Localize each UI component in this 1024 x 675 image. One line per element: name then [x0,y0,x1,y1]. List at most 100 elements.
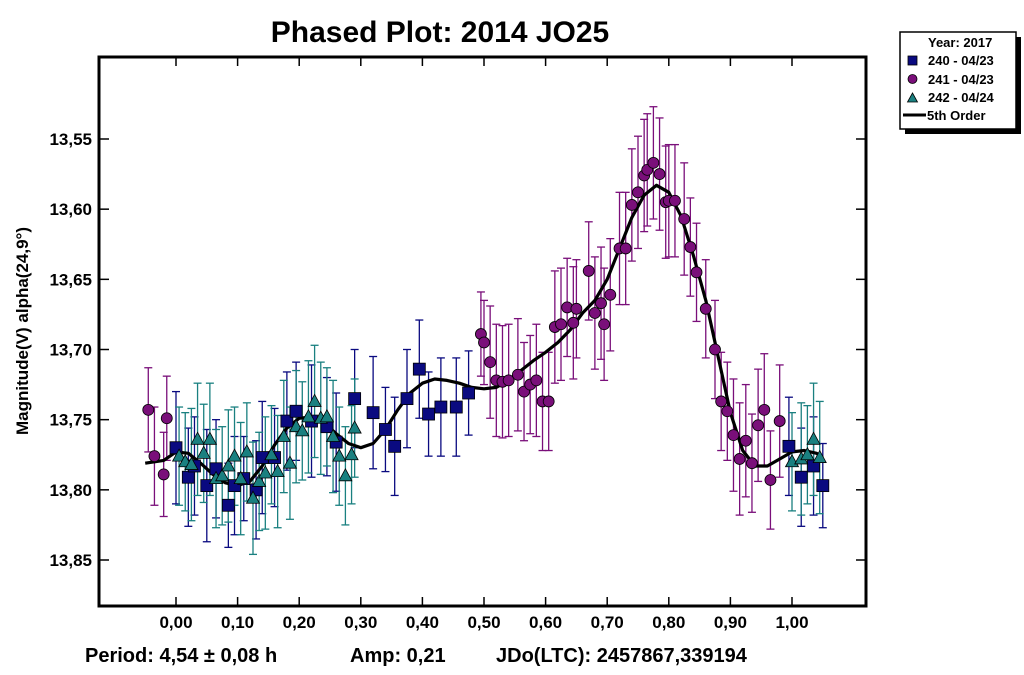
data-point-triangle [800,446,815,461]
y-tick-label: 13,85 [49,551,92,570]
jdo-text: JDo(LTC): 2457867,339194 [496,645,748,667]
data-point-circle [478,336,490,349]
data-point-triangle [215,467,230,482]
data-point-circle [746,457,758,470]
y-tick-label: 13,55 [49,130,92,149]
data-point-circle [721,405,734,418]
data-point-circle [758,403,771,416]
y-tick-label: 13,80 [49,481,92,500]
data-point-square [462,386,476,400]
data-point-triangle [264,446,279,461]
data-point-triangle [295,423,310,437]
data-point-circle [684,241,697,253]
data-point-triangle [282,455,298,469]
data-point-square [794,470,808,484]
legend-square-icon [907,55,918,66]
data-point-triangle [221,458,236,472]
data-point-circle [484,356,497,369]
data-point-square [221,498,235,512]
data-point-triangle [251,473,267,487]
y-tick-label: 13,60 [49,200,92,219]
legend: Year: 2017 240 - 04/23 241 - 04/23 242 -… [899,31,1021,134]
data-point-circle [699,302,712,315]
data-point-triangle [276,428,291,442]
y-axis-label: Magnitude(V) alpha(24,9°) [13,227,32,435]
data-point-circle [632,186,644,199]
y-axis-ticks: 13,55 13,60 13,65 13,70 13,75 13,80 13,85 [49,130,866,570]
data-point-triangle [227,448,242,462]
data-point-circle [669,194,681,207]
data-point-circle [582,265,595,277]
data-point-circle [142,403,155,416]
data-point-triangle [258,465,273,479]
data-point-triangle [307,393,322,407]
data-point-square [379,423,392,436]
data-point-circle [148,450,161,463]
data-point-circle [690,266,703,279]
data-point-circle [595,297,607,310]
data-point-square [782,439,796,453]
data-point-circle [752,419,765,432]
data-point-circle [709,343,721,356]
x-tick-label: 0,60 [529,613,562,632]
legend-entry-fit: 5th Order [927,108,986,123]
data-point-circle [598,318,611,331]
data-point-circle [715,395,728,408]
x-tick-label: 1,00 [775,613,808,632]
data-point-circle [570,302,583,315]
x-tick-label: 0,70 [591,613,624,632]
data-point-circle [567,316,580,329]
data-point-circle [511,368,524,381]
data-point-triangle [301,409,316,423]
data-point-square [366,406,380,420]
data-point-circle [678,213,691,225]
data-markers [142,156,830,512]
data-point-triangle [202,431,218,445]
data-point-circle [773,415,786,427]
data-point-circle [619,242,632,255]
legend-entry-242: 242 - 04/24 [928,90,995,105]
data-point-triangle [184,456,199,470]
data-point-circle [502,374,515,387]
data-point-triangle [347,420,362,434]
data-point-circle [530,374,543,387]
data-point-circle [733,453,746,465]
legend-entry-241: 241 - 04/23 [928,72,994,87]
data-point-circle [160,412,173,425]
data-point-circle [647,156,660,169]
data-point-circle [764,474,777,486]
data-point-triangle [233,470,248,485]
data-point-triangle [270,463,285,477]
legend-triangle-icon [906,92,919,103]
data-point-circle [739,434,752,447]
x-tick-label: 0,20 [283,613,316,632]
data-point-circle [625,199,638,211]
data-point-triangle [812,449,827,463]
data-point-triangle [171,448,187,462]
data-point-circle [604,288,617,301]
data-point-square [412,362,426,376]
x-tick-label: 0,80 [652,613,685,632]
x-axis-ticks: 0,00 0,10 0,20 0,30 0,40 0,50 0,60 0,70 0,80 0,90… [159,57,809,632]
x-tick-label: 0,30 [344,613,377,632]
data-point-circle [555,318,567,331]
amp-text: Amp: 0,21 [350,645,446,667]
data-point-triangle [190,431,205,445]
y-tick-label: 13,65 [49,270,92,289]
data-point-triangle [338,467,353,482]
data-point-square [181,470,195,484]
data-point-circle [588,307,601,319]
data-point-square [422,407,435,421]
data-point-square [348,392,362,406]
data-point-square [400,392,414,406]
data-point-triangle [319,409,335,423]
legend-title: Year: 2017 [928,35,992,50]
data-point-triangle [239,444,255,458]
x-tick-label: 0,50 [467,613,500,632]
period-text: Period: 4,54 ± 0,08 h [85,645,277,667]
data-point-square [388,439,402,453]
data-point-square [816,479,830,493]
y-tick-label: 13,70 [49,341,92,360]
data-point-circle [727,429,740,442]
